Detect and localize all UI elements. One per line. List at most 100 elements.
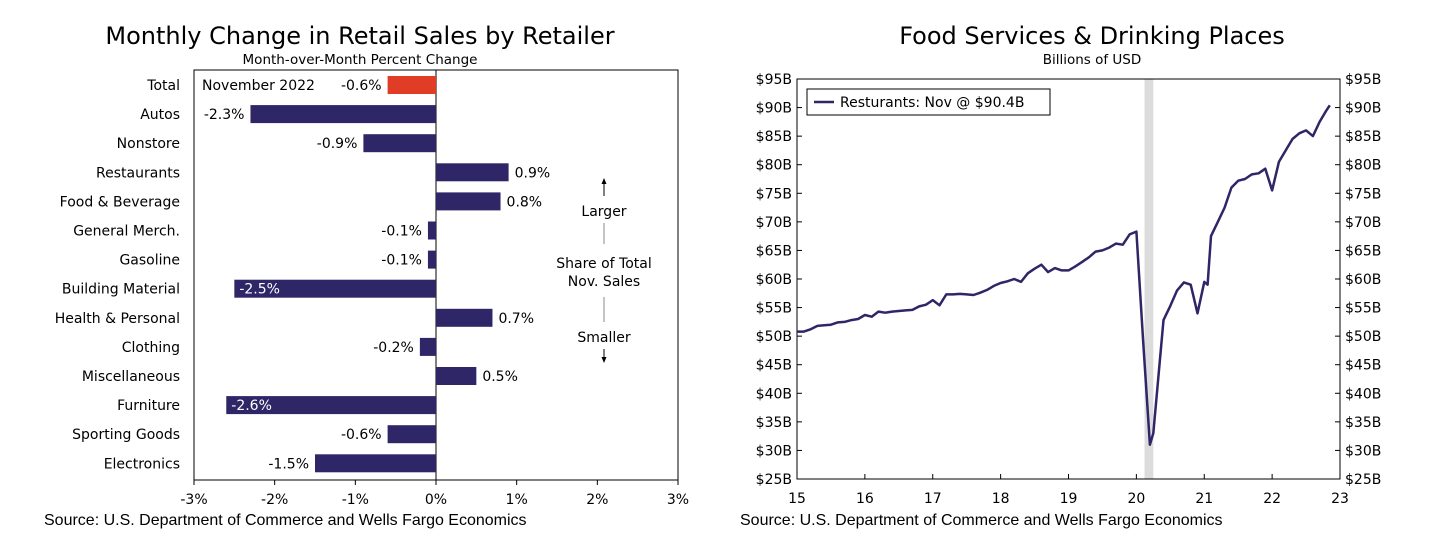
- y-tick-label-left: $50B: [756, 329, 792, 345]
- category-label: Total: [146, 78, 180, 94]
- y-tick-label-right: $75B: [1345, 186, 1381, 202]
- x-tick-label: 0%: [425, 492, 447, 508]
- y-tick-label-left: $65B: [756, 243, 792, 259]
- y-tick-label-left: $85B: [756, 129, 792, 145]
- y-tick-label-right: $40B: [1345, 386, 1381, 402]
- arrow-down-head: [601, 357, 607, 363]
- annotation-smaller: Smaller: [577, 330, 630, 346]
- restaurants-panel: Food Services & Drinking Places Billions…: [728, 0, 1456, 552]
- y-tick-label-left: $40B: [756, 386, 792, 402]
- bar-value-label: -0.9%: [317, 136, 358, 152]
- legend-label: Resturants: Nov @ $90.4B: [840, 95, 1024, 111]
- bar: [363, 134, 436, 153]
- legend-box: [806, 88, 1051, 116]
- x-tick-label: -1%: [342, 492, 369, 508]
- bar-value-label: -0.1%: [381, 224, 422, 240]
- y-tick-label-left: $35B: [756, 415, 792, 431]
- x-tick-label: 16: [856, 491, 874, 507]
- x-tick-label: 18: [992, 491, 1010, 507]
- bar: [419, 337, 436, 356]
- x-tick-label: 1%: [506, 492, 528, 508]
- bar-value-label: -1.5%: [268, 456, 309, 472]
- x-tick-label: 15: [788, 491, 806, 507]
- annotation-share-line1: Share of Total: [556, 256, 652, 272]
- bar-value-label: -0.6%: [341, 78, 382, 94]
- legend-label: November 2022: [202, 78, 315, 94]
- bar: [427, 221, 436, 240]
- restaurants-line-chart: $25B $25B $30B $30B $35B $35B $40B $40B $45B $45B…: [756, 72, 1382, 507]
- bar: [234, 279, 436, 298]
- y-tick-label-right: $45B: [1345, 358, 1381, 374]
- y-tick-label-right: $25B: [1345, 472, 1381, 488]
- recession-band: [1144, 79, 1154, 479]
- bar: [226, 396, 436, 415]
- category-label: Nonstore: [117, 136, 180, 152]
- y-tick-label-right: $90B: [1345, 101, 1381, 117]
- y-tick-label-right: $55B: [1345, 301, 1381, 317]
- category-label: Furniture: [117, 398, 180, 414]
- bar-value-label: -2.6%: [231, 398, 272, 414]
- bar-value-label: 0.5%: [482, 369, 518, 385]
- left-chart-title: Monthly Change in Retail Sales by Retail…: [105, 22, 615, 50]
- y-tick-label-right: $35B: [1345, 415, 1381, 431]
- bar-value-label: -0.2%: [373, 340, 414, 356]
- y-tick-label-right: $70B: [1345, 215, 1381, 231]
- arrow-up-head: [601, 178, 607, 184]
- bar-value-label: -0.1%: [381, 253, 422, 269]
- retail-sales-panel: Monthly Change in Retail Sales by Retail…: [0, 0, 720, 552]
- bar: [436, 367, 477, 385]
- y-tick-label-right: $95B: [1345, 72, 1381, 88]
- bar: [427, 250, 436, 269]
- x-tick-label: 17: [924, 491, 942, 507]
- bar: [436, 308, 493, 327]
- bar: [387, 76, 436, 94]
- y-tick-label-left: $45B: [756, 358, 792, 374]
- bar: [436, 163, 509, 182]
- x-tick-label: 23: [1331, 491, 1349, 507]
- bar: [387, 425, 436, 444]
- bar-value-label: -2.5%: [239, 282, 280, 298]
- x-tick-label: 22: [1263, 491, 1281, 507]
- restaurants-line: [797, 104, 1331, 446]
- y-tick-label-left: $80B: [756, 158, 792, 174]
- x-tick-label: -3%: [180, 492, 207, 508]
- bar-value-label: 0.7%: [498, 311, 534, 327]
- category-label: Clothing: [122, 340, 180, 356]
- y-tick-label-right: $80B: [1345, 158, 1381, 174]
- category-label: Building Material: [62, 282, 180, 298]
- annotation-larger: Larger: [581, 204, 626, 220]
- category-label: Electronics: [104, 456, 180, 472]
- y-tick-label-left: $70B: [756, 215, 792, 231]
- bar-value-label: 0.8%: [507, 194, 543, 210]
- x-tick-label: 3%: [667, 492, 689, 508]
- bar-value-label: 0.9%: [515, 165, 551, 181]
- x-tick-label: 19: [1060, 491, 1078, 507]
- line-plot-frame: [796, 78, 1341, 480]
- left-chart-subtitle: Month-over-Month Percent Change: [242, 52, 478, 68]
- category-label: General Merch.: [73, 224, 180, 240]
- bar-value-label: -2.3%: [204, 107, 245, 123]
- x-tick-label: 2%: [586, 492, 608, 508]
- y-tick-label-left: $55B: [756, 301, 792, 317]
- bar-value-label: -0.6%: [341, 427, 382, 443]
- category-label: Restaurants: [96, 165, 180, 181]
- bar: [250, 105, 436, 124]
- x-tick-label: 21: [1195, 491, 1213, 507]
- y-tick-label-right: $85B: [1345, 129, 1381, 145]
- retail-bar-chart: -3% -2% -1% 0% 1% 2% 3% Total -0.6% Autos -2.3% Non…: [55, 69, 689, 508]
- y-tick-label-right: $30B: [1345, 443, 1381, 459]
- category-label: Food & Beverage: [60, 194, 180, 210]
- category-label: Miscellaneous: [82, 369, 180, 385]
- x-tick-label: -2%: [261, 492, 288, 508]
- y-tick-label-right: $60B: [1345, 272, 1381, 288]
- right-chart-subtitle: Billions of USD: [1042, 52, 1142, 68]
- x-tick-label: 20: [1127, 491, 1145, 507]
- category-label: Health & Personal: [55, 311, 180, 327]
- y-tick-label-left: $60B: [756, 272, 792, 288]
- category-label: Sporting Goods: [72, 427, 180, 443]
- bar: [436, 192, 501, 211]
- right-chart-title: Food Services & Drinking Places: [899, 22, 1285, 50]
- category-label: Gasoline: [119, 253, 180, 269]
- right-chart-source: Source: U.S. Department of Commerce and …: [740, 512, 1223, 529]
- bar: [315, 454, 436, 473]
